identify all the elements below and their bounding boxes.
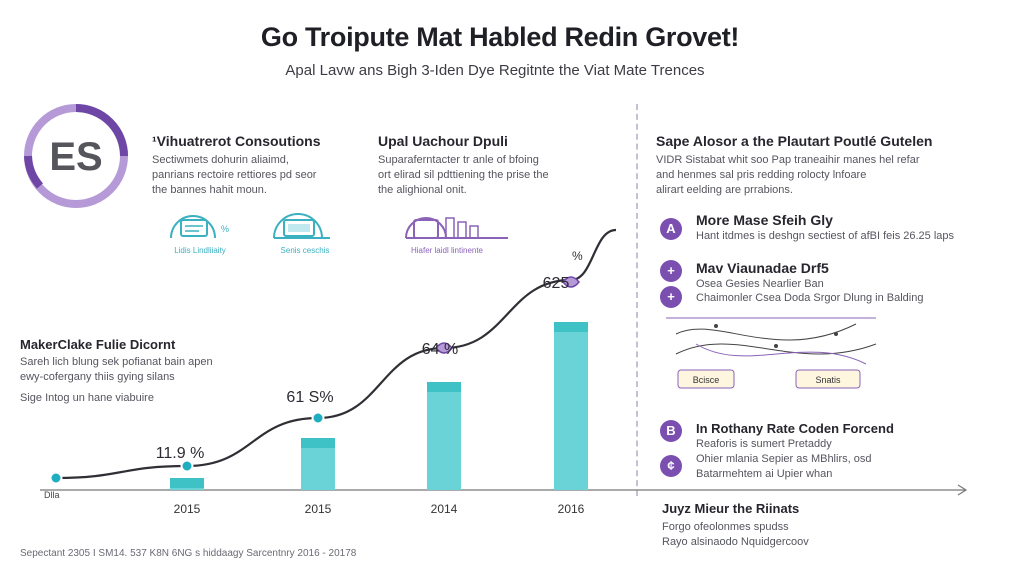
target-icon: B (660, 420, 682, 442)
bar-top (427, 382, 461, 392)
column-divider (636, 104, 638, 496)
col1-body-line: the bannes hahit moun. (152, 184, 267, 196)
diagram-box (795, 369, 861, 389)
bar (170, 478, 204, 490)
col2-body-line: ort elirad sil pdttiening the prise the (378, 169, 549, 181)
target-icon: ¢ (660, 455, 682, 477)
left-note-line: ewy-cofergany thiis gying silans (20, 371, 175, 383)
col2-section: Upal Uachour Dpuli Suparaferntacter tr a… (378, 133, 598, 198)
diagram-box-label: Snatis (815, 375, 841, 385)
device-label: Lidis Lindliiaity (174, 246, 226, 255)
data-label: 625 (543, 275, 570, 292)
right-body-line: and henmes sal pris redding rolocty lnfo… (656, 169, 867, 181)
x-tick-label: 2014 (431, 502, 458, 516)
device-label: Hiafer laidl lintinente (410, 246, 484, 255)
diagram-box-label: Bcisce (693, 375, 720, 385)
feature-title: In Rothany Rate Coden Forcend (696, 421, 894, 436)
bar (554, 322, 588, 490)
right-section: Sape Alosor a the Plautart Poutlé Gutele… (656, 133, 956, 198)
lock-icon: A (660, 218, 682, 240)
right-body-line: alirart eelding are prrabions. (656, 184, 793, 196)
col1-heading: ¹Vihuatrerot Consoutions (152, 133, 321, 149)
right-heading: Sape Alosor a the Plautart Poutlé Gutele… (656, 133, 933, 149)
footer-note: Sepectant 2305 I SM14. 537 K8N 6NG s hid… (20, 548, 357, 559)
page-title: Go Troipute Mat Habled Redin Grovet! (260, 22, 740, 52)
bottom-note-line: Forgo ofeolonmes spudss (662, 521, 789, 533)
feature-line: Batarmehtem ai Upier whan (696, 468, 833, 480)
bar (427, 382, 461, 490)
feature-line: Ohier mlania Sepier as MBhlirs, osd (696, 453, 872, 465)
col1-body-line: panrians rectoire rettiores pd seor (152, 169, 317, 181)
feature-line: Reaforis is sumert Pretaddy (696, 438, 832, 450)
col1-section: ¹Vihuatrerot Consoutions Sectiwmets dohu… (152, 133, 352, 198)
bar-top (301, 438, 335, 448)
trend-line-label: Dlla (44, 490, 60, 500)
col2-heading: Upal Uachour Dpuli (378, 133, 508, 149)
feature-item: + Chaimonler Csea Doda Srgor Dlung in Ba… (660, 286, 980, 310)
left-note-heading: MakerClake Fulie Dicornt (20, 337, 176, 352)
diagram-box (677, 369, 735, 389)
bar-top (554, 322, 588, 332)
trend-marker (562, 276, 580, 288)
col2-body-line: Suparaferntacter tr anle of bfoing (378, 154, 539, 166)
factory-icon (405, 217, 508, 239)
data-label: 11.9 % (156, 445, 205, 462)
feature-line: Osea Gesies Nearlier Ban (696, 278, 824, 290)
x-tick-label: 2015 (305, 502, 332, 516)
x-tick-label: 2015 (174, 502, 201, 516)
logo: ES (24, 104, 128, 208)
left-note-line: Sareh lich blung sek pofianat bain apen (20, 356, 213, 368)
x-tick-label: 2016 (558, 502, 585, 516)
svg-text:%: % (221, 224, 229, 234)
data-label: 61 S% (286, 389, 333, 406)
plus-icon: + (660, 286, 682, 308)
trend-line-extra-label: % (572, 249, 583, 263)
dashboard-device-icon: % (170, 215, 229, 239)
flow-diagram: Bcisce Snatis (666, 317, 877, 389)
col1-body-line: Sectiwmets dohurin aliaimd, (152, 154, 289, 166)
bottom-note: Juyz Mieur the Riinats Forgo ofeolonmes … (662, 500, 962, 550)
col2-body-line: the alighional onit. (378, 184, 467, 196)
feature-item: B In Rothany Rate Coden Forcend Reaforis… (660, 420, 980, 480)
trend-point (311, 411, 325, 425)
monitor-device-icon (273, 213, 330, 239)
bar (301, 438, 335, 490)
feature-item: + Mav Viaunadae Drf5 Osea Gesies Nearlie… (660, 260, 980, 290)
logo-text: ES (49, 135, 102, 179)
bottom-note-line: Rayo alsinaodo Nquidgercoov (662, 536, 809, 548)
bar-top (170, 478, 204, 488)
x-axis-arrow (957, 484, 968, 496)
feature-title: Mav Viaunadae Drf5 (696, 260, 829, 276)
device-label: Senis ceschis (280, 246, 330, 255)
right-body-line: VIDR Sistabat whit soo Pap traneaihir ma… (656, 154, 920, 166)
page-subtitle: Apal Lavw ans Bigh 3-Iden Dye Regitnte t… (285, 62, 705, 79)
trend-point (180, 459, 194, 473)
plus-icon: + (660, 260, 682, 282)
feature-item: A More Mase Sfeih Gly Hant itdmes is des… (660, 212, 980, 248)
data-label: 64 % (422, 341, 458, 358)
feature-line: Chaimonler Csea Doda Srgor Dlung in Bald… (696, 292, 924, 304)
trend-marker (435, 342, 453, 354)
left-note: MakerClake Fulie Dicornt Sareh lich blun… (20, 336, 220, 406)
feature-title: More Mase Sfeih Gly (696, 212, 833, 228)
left-note-line: Sige Intog un hane viabuire (20, 392, 154, 404)
trend-point (49, 471, 63, 485)
feature-line: Hant itdmes is deshgn sectiest of afBI f… (696, 230, 955, 242)
bottom-note-heading: Juyz Mieur the Riinats (662, 501, 800, 516)
